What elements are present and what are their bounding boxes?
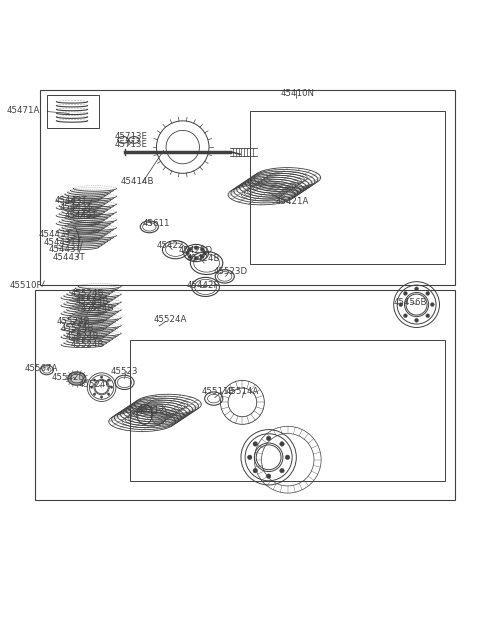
Text: 45524B: 45524B bbox=[66, 332, 99, 341]
Text: 45510F: 45510F bbox=[10, 281, 42, 290]
Text: 45424B: 45424B bbox=[187, 254, 220, 263]
Text: 45410N: 45410N bbox=[281, 89, 314, 97]
Text: 45421A: 45421A bbox=[276, 196, 309, 206]
Circle shape bbox=[280, 442, 284, 446]
Circle shape bbox=[94, 393, 96, 396]
Circle shape bbox=[194, 246, 198, 249]
Text: 45443T: 45443T bbox=[60, 203, 92, 212]
Text: 45523D: 45523D bbox=[214, 266, 248, 275]
Text: 45443T: 45443T bbox=[64, 211, 97, 220]
Text: 45514A: 45514A bbox=[226, 387, 259, 396]
Text: 45456B: 45456B bbox=[394, 298, 427, 306]
Circle shape bbox=[110, 386, 113, 388]
Circle shape bbox=[200, 248, 204, 251]
Circle shape bbox=[266, 436, 271, 441]
Text: 45443T: 45443T bbox=[48, 245, 81, 254]
Circle shape bbox=[431, 303, 434, 306]
Circle shape bbox=[426, 314, 430, 318]
Circle shape bbox=[426, 292, 430, 296]
Circle shape bbox=[248, 455, 252, 460]
Text: 45542D: 45542D bbox=[51, 373, 85, 382]
Circle shape bbox=[399, 303, 403, 306]
Bar bbox=[47, 94, 99, 128]
Circle shape bbox=[94, 379, 96, 381]
Bar bbox=[250, 111, 445, 264]
Text: 45442F: 45442F bbox=[187, 281, 219, 290]
Text: 45524C: 45524C bbox=[79, 380, 112, 389]
Text: 45471A: 45471A bbox=[6, 106, 39, 115]
Circle shape bbox=[404, 314, 408, 318]
Ellipse shape bbox=[68, 372, 86, 385]
Circle shape bbox=[404, 292, 408, 296]
Text: 45524B: 45524B bbox=[80, 304, 114, 313]
Text: 45524B: 45524B bbox=[71, 289, 104, 298]
Text: 45443T: 45443T bbox=[53, 253, 85, 262]
Text: 45713E: 45713E bbox=[115, 140, 148, 149]
Bar bbox=[35, 291, 455, 500]
Bar bbox=[130, 341, 445, 481]
Text: 45524B: 45524B bbox=[75, 297, 109, 306]
Circle shape bbox=[186, 251, 190, 255]
Circle shape bbox=[188, 248, 192, 251]
Text: 45524A: 45524A bbox=[153, 315, 187, 324]
Text: 45422: 45422 bbox=[157, 241, 184, 251]
Text: 45524B: 45524B bbox=[56, 316, 90, 326]
Circle shape bbox=[188, 255, 192, 259]
Bar bbox=[39, 90, 455, 285]
Circle shape bbox=[203, 251, 206, 255]
Text: 45511E: 45511E bbox=[202, 387, 235, 396]
Text: 45414B: 45414B bbox=[120, 177, 154, 186]
Circle shape bbox=[200, 255, 204, 259]
Circle shape bbox=[91, 386, 93, 388]
Circle shape bbox=[108, 393, 110, 396]
Circle shape bbox=[100, 376, 103, 379]
Text: 45523: 45523 bbox=[110, 367, 138, 376]
Circle shape bbox=[100, 396, 103, 398]
Circle shape bbox=[253, 442, 258, 446]
Text: 45443T: 45443T bbox=[55, 196, 87, 204]
Text: 45412: 45412 bbox=[137, 406, 165, 415]
Text: 45524B: 45524B bbox=[61, 324, 95, 334]
Text: 45443T: 45443T bbox=[43, 237, 76, 246]
Text: 45443T: 45443T bbox=[38, 230, 72, 239]
Circle shape bbox=[415, 287, 419, 291]
Text: 45713E: 45713E bbox=[115, 132, 148, 141]
Circle shape bbox=[108, 379, 110, 381]
Text: 45567A: 45567A bbox=[24, 363, 58, 373]
Circle shape bbox=[280, 468, 284, 473]
Ellipse shape bbox=[71, 374, 83, 383]
Text: 45524B: 45524B bbox=[71, 340, 104, 349]
Circle shape bbox=[253, 468, 258, 473]
Circle shape bbox=[415, 318, 419, 322]
Circle shape bbox=[266, 474, 271, 479]
Circle shape bbox=[194, 256, 198, 260]
Text: 45423D: 45423D bbox=[179, 246, 213, 255]
Text: 45611: 45611 bbox=[142, 219, 169, 228]
Circle shape bbox=[285, 455, 290, 460]
